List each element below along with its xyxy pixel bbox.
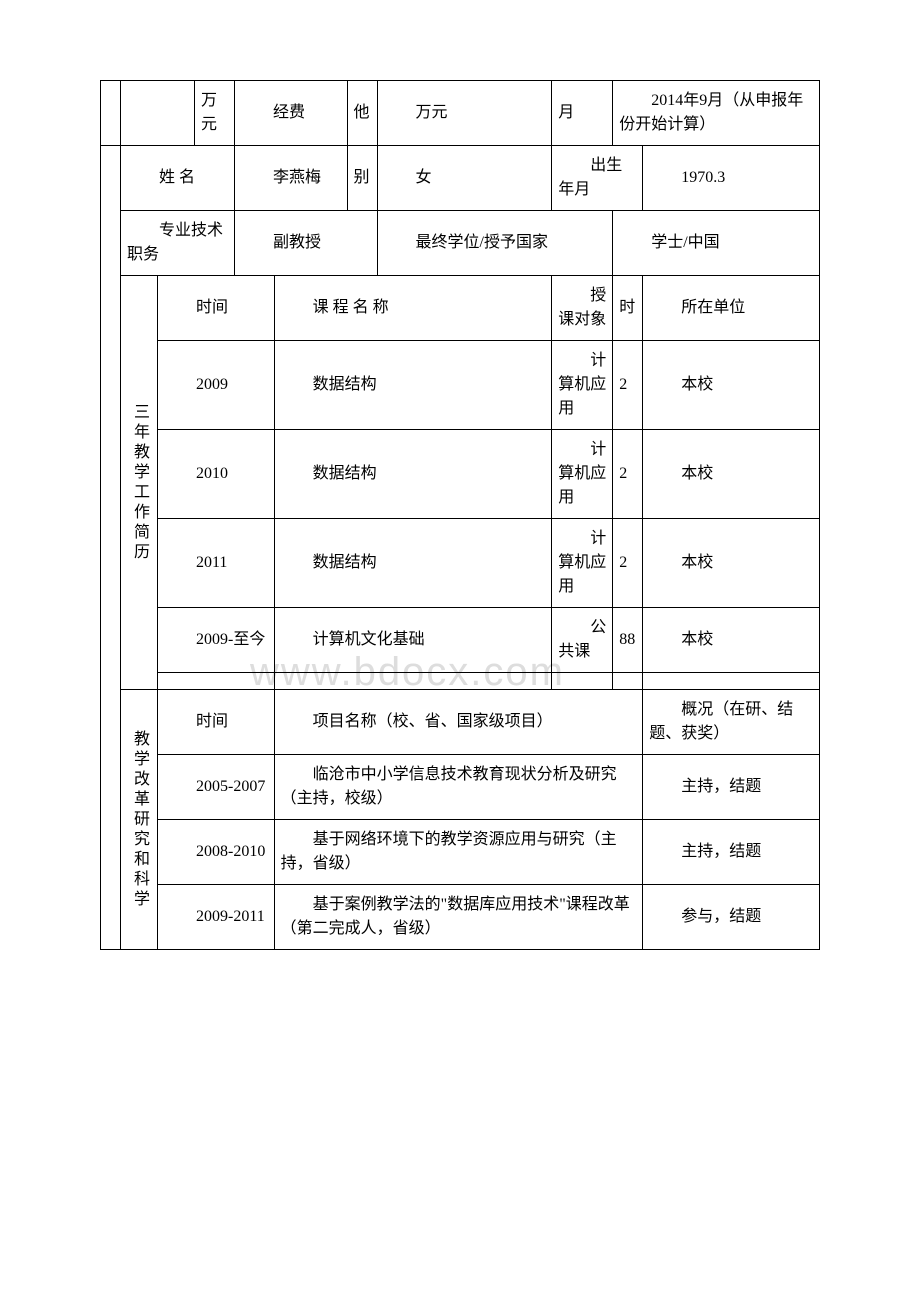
name-value: 李燕梅 xyxy=(273,169,321,186)
research-row: 2008-2010 基于网络环境下的教学资源应用与研究（主持，省级） 主持，结题 xyxy=(101,820,820,885)
birth-label: 出生年月 xyxy=(558,157,622,198)
teaching-unit: 本校 xyxy=(681,554,713,571)
research-project-header: 项目名称（校、省、国家级项目） xyxy=(313,713,553,730)
research-status: 主持，结题 xyxy=(681,843,761,860)
spacer-row xyxy=(101,673,820,690)
other-label: 他 xyxy=(354,104,370,121)
research-header-row: 教学改革研究和科学 时间 项目名称（校、省、国家级项目） 概况（在研、结题、获奖… xyxy=(101,690,820,755)
research-time: 2009-2011 xyxy=(196,908,265,925)
research-time: 2005-2007 xyxy=(196,778,265,795)
course-header: 课 程 名 称 xyxy=(313,299,389,316)
teaching-hours: 2 xyxy=(619,376,627,393)
research-time-header: 时间 xyxy=(196,713,228,730)
timeline-value: 2014年9月（从申报年份开始计算） xyxy=(619,92,803,133)
personal-row-1: 姓 名 李燕梅 别 女 出生年月 1970.3 xyxy=(101,146,820,211)
teaching-row: 2009-至今 计算机文化基础 公共课 88 本校 xyxy=(101,608,820,673)
time-header: 时间 xyxy=(196,299,228,316)
teaching-target: 计算机应用 xyxy=(558,352,606,417)
teaching-section-label: 三年教学工作简历 xyxy=(131,403,148,563)
teaching-row: 2011 数据结构 计算机应用 2 本校 xyxy=(101,519,820,608)
degree-label: 最终学位/授予国家 xyxy=(416,234,548,251)
research-row: 2005-2007 临沧市中小学信息技术教育现状分析及研究（主持，校级） 主持，… xyxy=(101,755,820,820)
month-label: 月 xyxy=(558,104,574,121)
teaching-unit: 本校 xyxy=(681,465,713,482)
teaching-time: 2010 xyxy=(196,465,228,482)
research-project: 基于网络环境下的教学资源应用与研究（主持，省级） xyxy=(281,831,617,872)
teaching-unit: 本校 xyxy=(681,631,713,648)
teaching-hours: 88 xyxy=(619,631,635,648)
budget-unit: 万元 xyxy=(201,92,217,133)
research-project: 临沧市中小学信息技术教育现状分析及研究（主持，校级） xyxy=(281,766,617,807)
budget-unit2: 万元 xyxy=(416,104,448,121)
research-project: 基于案例教学法的"数据库应用技术"课程改革（第二完成人，省级） xyxy=(281,896,630,937)
teaching-target: 计算机应用 xyxy=(558,441,606,506)
birth-value: 1970.3 xyxy=(681,169,725,186)
teaching-course: 数据结构 xyxy=(313,376,377,393)
teaching-course: 数据结构 xyxy=(313,465,377,482)
gender-value: 女 xyxy=(416,169,432,186)
research-status-header: 概况（在研、结题、获奖） xyxy=(649,701,793,742)
research-time: 2008-2010 xyxy=(196,843,265,860)
teaching-row: 2009 数据结构 计算机应用 2 本校 xyxy=(101,341,820,430)
teaching-course: 数据结构 xyxy=(313,554,377,571)
teaching-target: 计算机应用 xyxy=(558,530,606,595)
research-section-label: 教学改革研究和科学 xyxy=(131,730,148,910)
gender-label: 别 xyxy=(354,169,370,186)
research-status: 参与，结题 xyxy=(681,908,761,925)
budget-label: 经费 xyxy=(273,104,305,121)
teaching-row: 2010 数据结构 计算机应用 2 本校 xyxy=(101,430,820,519)
teaching-hours: 2 xyxy=(619,554,627,571)
teaching-time: 2009 xyxy=(196,376,228,393)
teaching-target: 公共课 xyxy=(558,619,606,660)
research-status: 主持，结题 xyxy=(681,778,761,795)
teaching-hours: 2 xyxy=(619,465,627,482)
document-table: 万元 经费 他 万元 月 2014年9月（从申报年份开始计算） 姓 名 李燕梅 … xyxy=(100,80,820,950)
degree-value: 学士/中国 xyxy=(651,234,719,251)
budget-row: 万元 经费 他 万元 月 2014年9月（从申报年份开始计算） xyxy=(101,81,820,146)
name-label: 姓 名 xyxy=(159,169,195,186)
title-label: 专业技术职务 xyxy=(127,222,223,263)
teaching-unit: 本校 xyxy=(681,376,713,393)
teaching-time: 2009-至今 xyxy=(196,631,265,648)
target-header: 授课对象 xyxy=(558,287,606,328)
hours-header: 时 xyxy=(619,299,635,316)
teaching-time: 2011 xyxy=(196,554,227,571)
title-value: 副教授 xyxy=(273,234,321,251)
research-row: 2009-2011 基于案例教学法的"数据库应用技术"课程改革（第二完成人，省级… xyxy=(101,885,820,950)
personal-row-2: 专业技术职务 副教授 最终学位/授予国家 学士/中国 xyxy=(101,211,820,276)
unit-header: 所在单位 xyxy=(681,299,745,316)
teaching-header-row: 三年教学工作简历 时间 课 程 名 称 授课对象 时 所在单位 xyxy=(101,276,820,341)
teaching-course: 计算机文化基础 xyxy=(313,631,425,648)
